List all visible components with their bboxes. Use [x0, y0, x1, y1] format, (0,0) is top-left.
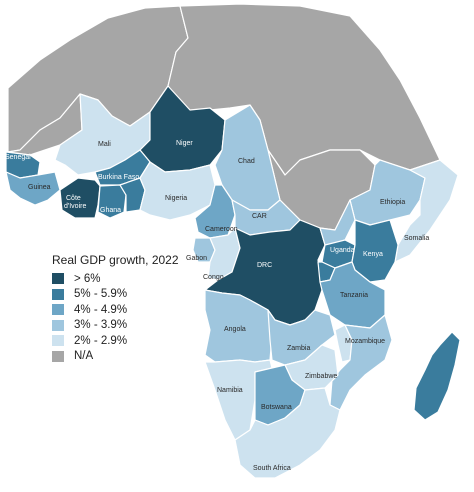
country-label: Chad: [238, 158, 255, 165]
country-cameroon: [194, 184, 236, 239]
country-madagascar: [413, 331, 461, 421]
legend-label: N/A: [74, 350, 94, 363]
country-label: Mali: [98, 141, 111, 148]
legend-label: 5% - 5.9%: [74, 288, 128, 301]
legend-label: 4% - 4.9%: [74, 303, 128, 316]
legend-label: > 6%: [74, 272, 101, 285]
country-label: South Africa: [253, 465, 291, 472]
legend-label: 3% - 3.9%: [74, 319, 128, 332]
country-label: Zimbabwe: [305, 373, 337, 380]
legend-row: 5% - 5.9%: [52, 287, 222, 303]
country-label: Namibia: [217, 387, 243, 394]
legend-swatch: [52, 319, 64, 331]
country-label: Senegal: [5, 154, 31, 161]
country-label: Ethiopia: [380, 199, 405, 206]
country-zambia: [267, 309, 336, 366]
country-guinea: [5, 171, 61, 206]
legend-row: 4% - 4.9%: [52, 302, 222, 318]
country-kenya: [351, 219, 399, 283]
country-label: Guinea: [28, 184, 51, 191]
country-label: Ghana: [100, 207, 121, 214]
country-label: Tanzania: [340, 292, 368, 299]
country-label: Congo: [203, 274, 224, 281]
legend-swatch: [52, 273, 64, 285]
country-label: Mozambique: [345, 338, 385, 345]
country-label: Nigeria: [165, 195, 187, 202]
country-label: Botswana: [261, 404, 292, 411]
country-label: Burkina Faso: [98, 174, 139, 181]
country-label: Angola: [224, 326, 246, 333]
country-label: Gabon: [186, 255, 207, 262]
country-label: Côte d'Ivoire: [64, 195, 86, 210]
country-label: CAR: [252, 213, 267, 220]
legend-swatch: [52, 335, 64, 347]
country-label: Kenya: [363, 251, 383, 258]
country-label: Madagascar: [415, 428, 454, 435]
country-south-africa: [234, 387, 341, 479]
legend-row: N/A: [52, 349, 222, 365]
legend-row: 2% - 2.9%: [52, 333, 222, 349]
country-label: DRC: [257, 262, 272, 269]
legend: Real GDP growth, 2022 > 6% 5% - 5.9% 4% …: [52, 253, 222, 364]
country-label: Zambia: [287, 345, 310, 352]
legend-swatch: [52, 288, 64, 300]
country-mozambique: [329, 314, 393, 411]
legend-swatch: [52, 304, 64, 316]
legend-title: Real GDP growth, 2022: [52, 253, 179, 267]
legend-label: 2% - 2.9%: [74, 334, 128, 347]
legend-row: 3% - 3.9%: [52, 318, 222, 334]
country-label: Somalia: [404, 235, 429, 242]
legend-row: > 6%: [52, 271, 222, 287]
country-label: Niger: [176, 140, 193, 147]
country-label: Cameroon: [205, 226, 238, 233]
legend-swatch: [52, 350, 64, 362]
country-label: Uganda: [330, 247, 355, 254]
